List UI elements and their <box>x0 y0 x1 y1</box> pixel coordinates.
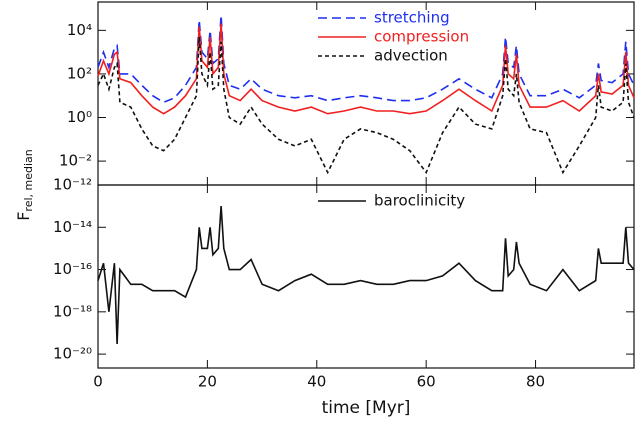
legend-label: baroclinicity <box>374 192 465 210</box>
legend-label: stretching <box>374 9 450 27</box>
legend-label: compression <box>374 28 469 46</box>
x-tick-label: 80 <box>526 373 545 391</box>
series-line <box>97 15 635 104</box>
x-tick-label: 60 <box>417 373 436 391</box>
series-line <box>97 206 635 345</box>
y-tick-label: 10⁻² <box>59 152 92 170</box>
y-tick-label: 10⁻¹⁶ <box>53 260 92 278</box>
y-tick-label: 10⁻¹⁴ <box>53 218 92 236</box>
x-tick-label: 0 <box>93 373 103 391</box>
y-tick-label: 10⁻¹⁸ <box>53 302 92 320</box>
plot-frame <box>97 184 635 369</box>
series-line <box>97 36 635 175</box>
x-tick-label: 20 <box>198 373 217 391</box>
series-line <box>97 23 635 115</box>
y-tick-label: 10⁰ <box>67 108 92 126</box>
y-tick-label: 10² <box>67 64 92 82</box>
y-axis-label-sub: rel, median <box>22 149 35 211</box>
y-tick-label: 10⁻¹² <box>53 176 92 194</box>
x-tick-label: 40 <box>307 373 326 391</box>
y-tick-label: 10⁴ <box>67 21 92 39</box>
y-axis-label: Frel, median <box>14 149 36 221</box>
legend-label: advection <box>374 47 448 65</box>
y-tick-label: 10⁻²⁰ <box>53 345 92 363</box>
y-axis-label-main: F <box>14 212 33 221</box>
x-axis-label: time [Myr] <box>322 398 411 418</box>
